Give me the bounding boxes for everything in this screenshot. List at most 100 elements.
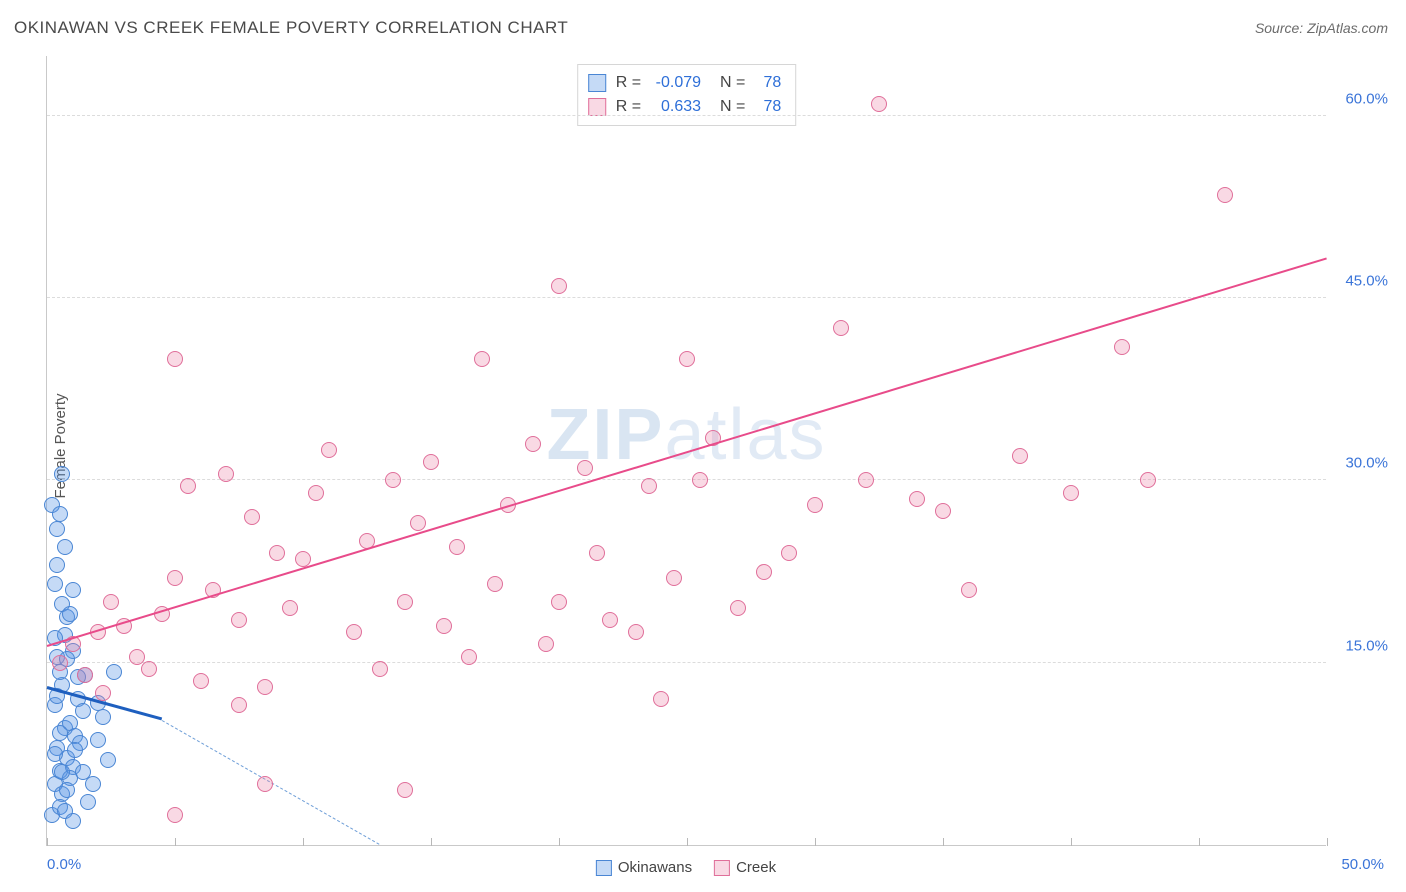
y-tick-label: 45.0% (1345, 273, 1388, 290)
x-tick (1327, 838, 1328, 846)
data-point (257, 679, 273, 695)
data-point (961, 582, 977, 598)
data-point (90, 732, 106, 748)
legend-row: R = -0.079 N = 78 (588, 71, 782, 95)
data-point (461, 649, 477, 665)
trend-line (47, 257, 1328, 647)
legend-label: Creek (736, 859, 776, 876)
y-tick-label: 60.0% (1345, 90, 1388, 107)
gridline (47, 662, 1326, 663)
x-tick (943, 838, 944, 846)
data-point (385, 472, 401, 488)
data-point (525, 436, 541, 452)
data-point (1114, 339, 1130, 355)
chart-area: ZIPatlas R = -0.079 N = 78R = 0.633 N = … (46, 56, 1326, 846)
data-point (308, 485, 324, 501)
data-point (909, 491, 925, 507)
data-point (653, 691, 669, 707)
data-point (129, 649, 145, 665)
data-point (551, 594, 567, 610)
data-point (231, 612, 247, 628)
data-point (858, 472, 874, 488)
data-point (807, 497, 823, 513)
data-point (65, 813, 81, 829)
data-point (423, 454, 439, 470)
x-tick (47, 838, 48, 846)
chart-title: OKINAWAN VS CREEK FEMALE POVERTY CORRELA… (14, 18, 568, 38)
x-tick (1199, 838, 1200, 846)
legend-item: Creek (714, 859, 776, 876)
data-point (449, 539, 465, 555)
data-point (1012, 448, 1028, 464)
data-point (346, 624, 362, 640)
data-point (282, 600, 298, 616)
data-point (167, 570, 183, 586)
data-point (397, 594, 413, 610)
data-point (95, 709, 111, 725)
data-point (52, 506, 68, 522)
data-point (49, 521, 65, 537)
data-point (666, 570, 682, 586)
data-point (781, 545, 797, 561)
x-tick (815, 838, 816, 846)
data-point (679, 351, 695, 367)
data-point (54, 764, 70, 780)
data-point (80, 794, 96, 810)
series-legend: Okinawans Creek (596, 859, 776, 876)
legend-n-value: 78 (755, 71, 781, 95)
data-point (436, 618, 452, 634)
y-tick-label: 30.0% (1345, 455, 1388, 472)
x-tick (559, 838, 560, 846)
data-point (730, 600, 746, 616)
data-point (1217, 187, 1233, 203)
data-point (269, 545, 285, 561)
data-point (218, 466, 234, 482)
data-point (487, 576, 503, 592)
data-point (59, 782, 75, 798)
data-point (756, 564, 772, 580)
data-point (231, 697, 247, 713)
data-point (167, 351, 183, 367)
x-tick (1071, 838, 1072, 846)
legend-swatch (714, 860, 730, 876)
data-point (100, 752, 116, 768)
data-point (641, 478, 657, 494)
legend-label: Okinawans (618, 859, 692, 876)
gridline (47, 115, 1326, 116)
gridline (47, 297, 1326, 298)
data-point (49, 557, 65, 573)
data-point (193, 673, 209, 689)
legend-swatch (596, 860, 612, 876)
data-point (57, 539, 73, 555)
x-tick (175, 838, 176, 846)
data-point (141, 661, 157, 677)
data-point (52, 655, 68, 671)
data-point (935, 503, 951, 519)
data-point (95, 685, 111, 701)
data-point (589, 545, 605, 561)
data-point (257, 776, 273, 792)
data-point (62, 606, 78, 622)
data-point (871, 96, 887, 112)
data-point (397, 782, 413, 798)
legend-n-label: N = (711, 71, 745, 95)
data-point (77, 667, 93, 683)
legend-swatch (588, 98, 606, 116)
data-point (692, 472, 708, 488)
data-point (85, 776, 101, 792)
data-point (167, 807, 183, 823)
data-point (106, 664, 122, 680)
data-point (47, 746, 63, 762)
x-tick (687, 838, 688, 846)
source-attribution: Source: ZipAtlas.com (1255, 20, 1388, 36)
data-point (1140, 472, 1156, 488)
data-point (65, 582, 81, 598)
data-point (180, 478, 196, 494)
data-point (321, 442, 337, 458)
data-point (577, 460, 593, 476)
data-point (54, 466, 70, 482)
data-point (602, 612, 618, 628)
x-tick (431, 838, 432, 846)
gridline (47, 479, 1326, 480)
y-tick-label: 15.0% (1345, 637, 1388, 654)
